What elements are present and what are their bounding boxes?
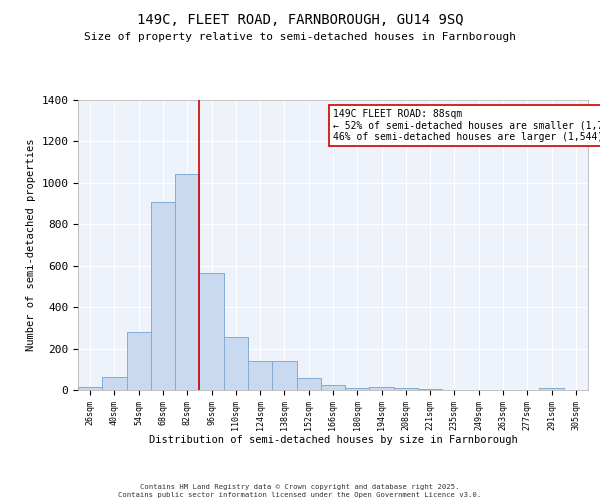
Text: 149C FLEET ROAD: 88sqm
← 52% of semi-detached houses are smaller (1,749)
46% of : 149C FLEET ROAD: 88sqm ← 52% of semi-det…: [333, 108, 600, 142]
Bar: [539, 388, 564, 390]
Bar: [345, 388, 370, 390]
Bar: [78, 387, 102, 390]
Bar: [394, 388, 418, 390]
Text: Size of property relative to semi-detached houses in Farnborough: Size of property relative to semi-detach…: [84, 32, 516, 42]
Bar: [102, 376, 127, 390]
Bar: [175, 174, 199, 390]
X-axis label: Distribution of semi-detached houses by size in Farnborough: Distribution of semi-detached houses by …: [149, 436, 517, 446]
Bar: [248, 361, 272, 390]
Bar: [151, 202, 175, 390]
Text: Contains HM Land Registry data © Crown copyright and database right 2025.
Contai: Contains HM Land Registry data © Crown c…: [118, 484, 482, 498]
Bar: [127, 332, 151, 390]
Bar: [418, 389, 442, 390]
Text: 149C, FLEET ROAD, FARNBOROUGH, GU14 9SQ: 149C, FLEET ROAD, FARNBOROUGH, GU14 9SQ: [137, 12, 463, 26]
Bar: [321, 385, 345, 390]
Bar: [296, 378, 321, 390]
Bar: [224, 337, 248, 390]
Bar: [199, 273, 224, 390]
Y-axis label: Number of semi-detached properties: Number of semi-detached properties: [26, 138, 36, 352]
Bar: [272, 361, 296, 390]
Bar: [370, 387, 394, 390]
